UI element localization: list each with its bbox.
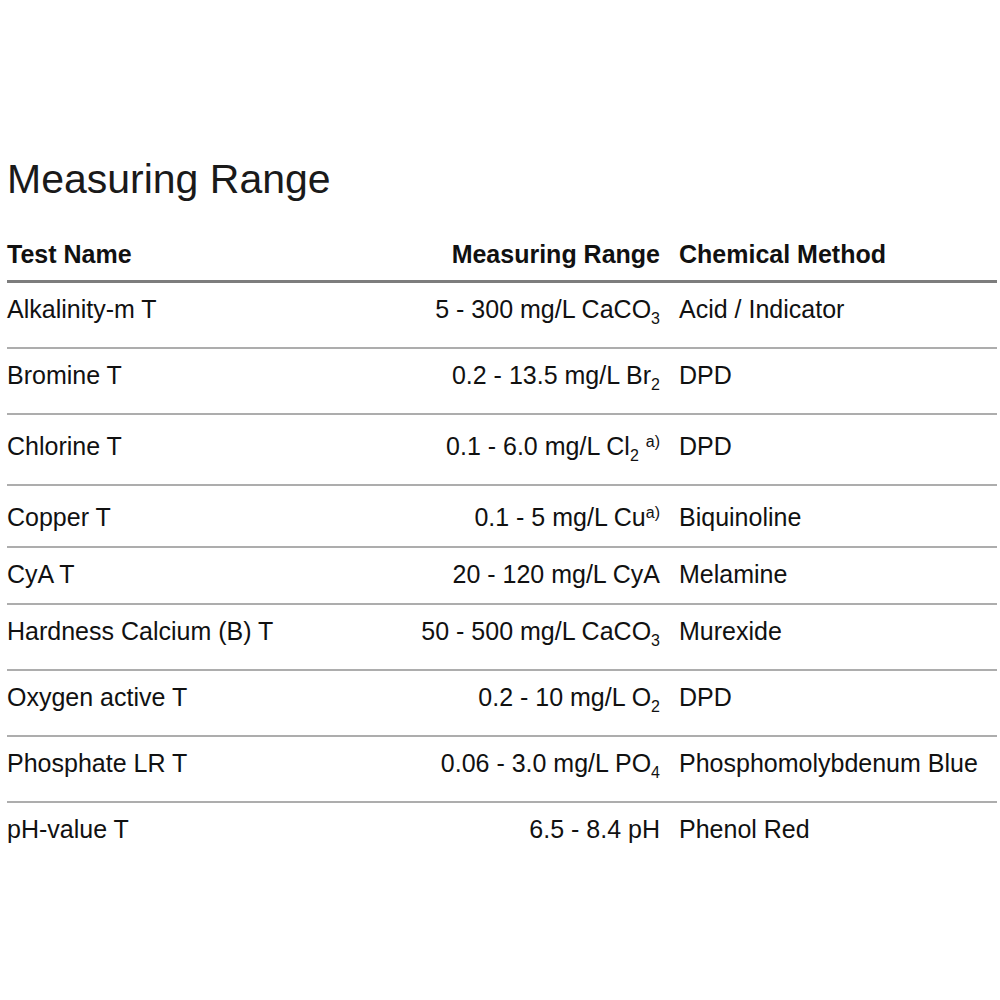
range-text: 6.5 - 8.4 pH: [529, 815, 660, 843]
cell-chemical-method: Phosphomolybdenum Blue: [660, 747, 997, 780]
document-page: Measuring Range Test Name Measuring Rang…: [0, 0, 1000, 1000]
range-superscript-footnote: a): [646, 504, 660, 521]
cell-measuring-range: 0.2 - 10 mg/L O2: [377, 681, 660, 723]
range-text: 0.1 - 5 mg/L Cu: [474, 503, 645, 531]
range-text: 0.2 - 10 mg/L O: [478, 683, 651, 711]
column-header-test-name: Test Name: [7, 238, 377, 271]
range-subscript: 2: [651, 698, 660, 715]
table-row: CyA T 20 - 120 mg/L CyA Melamine: [7, 548, 997, 605]
range-text: 5 - 300 mg/L CaCO: [435, 295, 651, 323]
cell-chemical-method: Murexide: [660, 615, 997, 648]
cell-measuring-range: 6.5 - 8.4 pH: [377, 813, 660, 846]
cell-test-name: Bromine T: [7, 359, 377, 392]
cell-test-name: Phosphate LR T: [7, 747, 377, 780]
cell-measuring-range: 0.1 - 6.0 mg/L Cl2 a): [377, 425, 660, 472]
table-row: Phosphate LR T 0.06 - 3.0 mg/L PO4 Phosp…: [7, 737, 997, 803]
range-text: 0.06 - 3.0 mg/L PO: [441, 749, 651, 777]
range-subscript: 3: [651, 632, 660, 649]
range-text: 50 - 500 mg/L CaCO: [421, 617, 651, 645]
measuring-range-table: Test Name Measuring Range Chemical Metho…: [7, 233, 997, 858]
cell-test-name: Hardness Calcium (B) T: [7, 615, 377, 648]
cell-chemical-method: Melamine: [660, 558, 997, 591]
table-row: Oxygen active T 0.2 - 10 mg/L O2 DPD: [7, 671, 997, 737]
table-row: Copper T 0.1 - 5 mg/L Cua) Biquinoline: [7, 486, 997, 548]
cell-test-name: CyA T: [7, 558, 377, 591]
cell-chemical-method: DPD: [660, 430, 997, 463]
cell-test-name: Alkalinity-m T: [7, 293, 377, 326]
cell-chemical-method: Phenol Red: [660, 813, 997, 846]
range-subscript: 3: [651, 310, 660, 327]
cell-chemical-method: Biquinoline: [660, 501, 997, 534]
cell-test-name: Copper T: [7, 501, 377, 534]
range-subscript: 4: [651, 764, 660, 781]
range-subscript: 2: [651, 376, 660, 393]
cell-chemical-method: Acid / Indicator: [660, 293, 997, 326]
range-superscript-footnote: a): [646, 433, 660, 450]
page-title: Measuring Range: [7, 156, 997, 203]
range-text: [639, 432, 646, 460]
cell-test-name: Oxygen active T: [7, 681, 377, 714]
cell-chemical-method: DPD: [660, 359, 997, 392]
table-body: Alkalinity-m T 5 - 300 mg/L CaCO3 Acid /…: [7, 283, 997, 858]
cell-measuring-range: 20 - 120 mg/L CyA: [377, 558, 660, 591]
cell-test-name: Chlorine T: [7, 430, 377, 463]
table-row: pH-value T 6.5 - 8.4 pH Phenol Red: [7, 803, 997, 858]
cell-test-name: pH-value T: [7, 813, 377, 846]
cell-measuring-range: 0.1 - 5 mg/L Cua): [377, 496, 660, 534]
cell-measuring-range: 5 - 300 mg/L CaCO3: [377, 293, 660, 335]
column-header-measuring-range: Measuring Range: [377, 238, 660, 271]
column-header-chemical-method: Chemical Method: [660, 238, 997, 271]
cell-chemical-method: DPD: [660, 681, 997, 714]
range-text: 0.2 - 13.5 mg/L Br: [452, 361, 651, 389]
range-text: 0.1 - 6.0 mg/L Cl: [446, 432, 630, 460]
range-subscript: 2: [630, 447, 639, 464]
table-header-row: Test Name Measuring Range Chemical Metho…: [7, 233, 997, 283]
table-row: Chlorine T 0.1 - 6.0 mg/L Cl2 a) DPD: [7, 415, 997, 486]
table-row: Hardness Calcium (B) T 50 - 500 mg/L CaC…: [7, 605, 997, 671]
cell-measuring-range: 0.06 - 3.0 mg/L PO4: [377, 747, 660, 789]
range-text: 20 - 120 mg/L CyA: [452, 560, 660, 588]
cell-measuring-range: 50 - 500 mg/L CaCO3: [377, 615, 660, 657]
cell-measuring-range: 0.2 - 13.5 mg/L Br2: [377, 359, 660, 401]
table-row: Bromine T 0.2 - 13.5 mg/L Br2 DPD: [7, 349, 997, 415]
table-row: Alkalinity-m T 5 - 300 mg/L CaCO3 Acid /…: [7, 283, 997, 349]
